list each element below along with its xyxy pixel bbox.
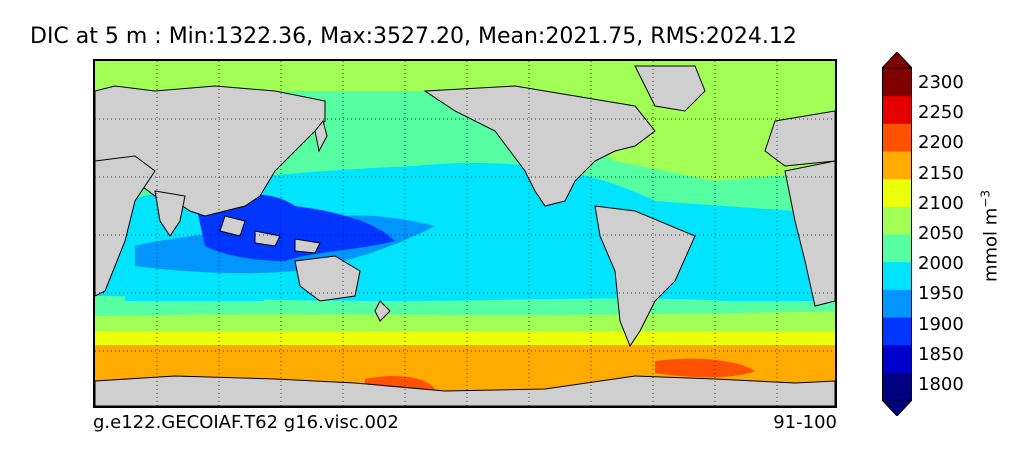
units-exponent: −3 [978, 189, 993, 208]
years-label: 91-100 [773, 412, 837, 433]
colorbar-tick-label: 2050 [918, 223, 964, 244]
colorbar-segment [882, 317, 912, 346]
colorbar-tick-label: 2200 [918, 132, 964, 154]
units-base: mmol m [980, 207, 1002, 283]
colorbar-segment [882, 151, 912, 180]
grid-lines [95, 61, 835, 406]
colorbar-over-triangle [882, 52, 912, 69]
colorbar-segment [882, 372, 912, 401]
colorbar-segment [882, 261, 912, 290]
colorbar-segment [882, 289, 912, 318]
colorbar-tick-label: 2000 [918, 253, 964, 275]
colorbar-segment [882, 68, 912, 97]
colorbar-segment [882, 178, 912, 207]
colorbar-frame [882, 67, 912, 401]
map-panel [93, 59, 837, 408]
colorbar-tick-label: 1900 [918, 313, 964, 335]
colorbar-segment [882, 95, 912, 124]
colorbar-segment [882, 344, 912, 373]
plot-title: DIC at 5 m : Min:1322.36, Max:3527.20, M… [30, 24, 797, 49]
units-label: mmol m−3 [979, 190, 1002, 282]
colorbar-segment [882, 234, 912, 263]
colorbar-segment [882, 123, 912, 152]
land [95, 65, 835, 406]
s-yellow [95, 331, 835, 347]
weddell-sea [655, 358, 755, 378]
colorbar-tick-label: 2100 [918, 192, 964, 214]
case-label: g.e122.GECOIAF.T62 g16.visc.002 [93, 412, 399, 433]
colorbar [882, 52, 912, 416]
colorbar-tick-label: 2150 [918, 162, 964, 184]
warm-pool [195, 194, 395, 261]
colorbar-under-triangle [882, 399, 912, 416]
colorbar-segment [882, 206, 912, 235]
colorbar-tick-label: 2250 [918, 102, 964, 124]
colorbar-tick-label: 2300 [918, 72, 964, 94]
s-light-green [95, 311, 835, 336]
colorbar-tick-label: 1950 [918, 283, 964, 305]
map-svg [95, 61, 835, 406]
colorbar-tick-label: 1850 [918, 343, 964, 365]
colorbar-tick-label: 1800 [918, 373, 964, 395]
